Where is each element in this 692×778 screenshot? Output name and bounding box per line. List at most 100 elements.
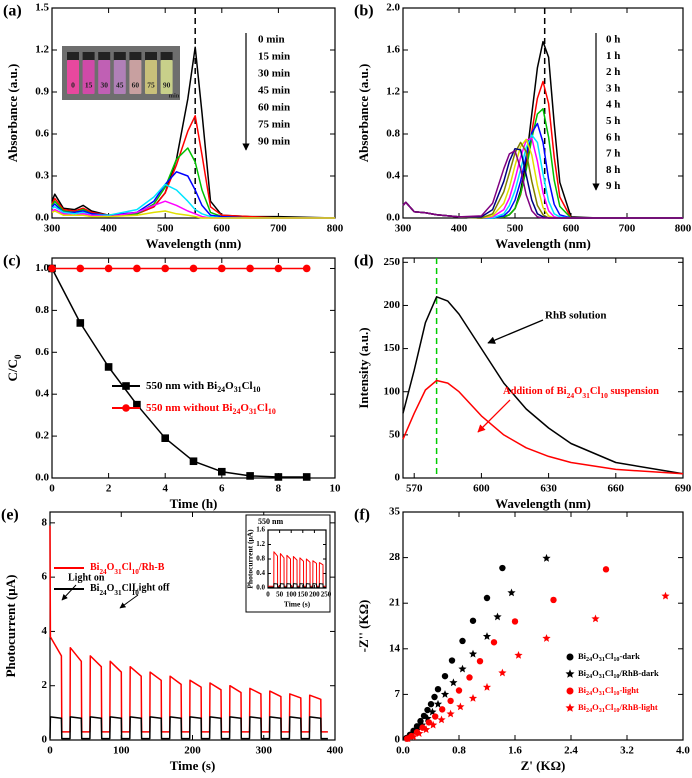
text-run: O <box>225 380 234 392</box>
marker-star <box>437 715 446 724</box>
x-axis-label: Time (s) <box>284 600 311 609</box>
marker-square <box>246 472 254 480</box>
text-run: 10 <box>613 657 619 663</box>
y-tick-label: 28 <box>389 551 401 563</box>
legend-label: Bi24O31Cl10/Rh-B <box>90 562 165 575</box>
text-run: Bi <box>90 583 100 594</box>
y-tick-label: 35 <box>389 506 401 518</box>
marker-star <box>482 632 492 640</box>
x-tick-label: 690 <box>675 483 692 495</box>
x-tick-label: 2.4 <box>564 745 578 757</box>
marker-circle <box>441 672 449 680</box>
legend-label: Bi24O31Cl10-light <box>578 685 639 697</box>
x-axis-label: Wavelength (nm) <box>146 236 242 251</box>
series-line <box>268 551 326 587</box>
x-tick-label: 600 <box>563 223 580 235</box>
vial <box>82 60 95 94</box>
marker-star <box>429 720 438 729</box>
vial-unit: min <box>169 92 180 99</box>
y-tick-label: 0.4 <box>386 170 400 182</box>
y-tick-label: 0.2 <box>35 430 49 442</box>
panel-label: (d) <box>354 253 374 270</box>
y-axis-label: -Z'' (KΩ) <box>356 600 371 653</box>
text-run: Bi <box>578 685 587 695</box>
plot-frame <box>51 257 336 479</box>
text-run: 31 <box>599 674 605 680</box>
text-run: O <box>107 562 115 573</box>
marker-square <box>104 363 113 371</box>
text-run: Cl <box>590 386 601 397</box>
legend-label: 2 h <box>606 66 620 78</box>
x-axis-label: Wavelength (nm) <box>495 496 591 511</box>
x-tick-label: 0 <box>47 745 53 757</box>
text-run: 31 <box>599 708 605 714</box>
annotation-arrow <box>119 594 139 609</box>
legend-label: 5 h <box>606 115 620 127</box>
marker-star <box>661 591 670 600</box>
marker-circle <box>302 264 311 273</box>
marker-star <box>482 682 492 691</box>
y-tick-label: 0.9 <box>35 86 49 98</box>
legend-label: 9 h <box>606 180 620 192</box>
annotation: Light on <box>68 572 105 583</box>
marker-circle <box>274 264 283 273</box>
vial <box>113 60 126 94</box>
text-run: 31 <box>599 691 605 697</box>
marker-circle <box>511 618 519 625</box>
marker-circle <box>447 697 454 705</box>
y-tick-label: 2 <box>42 679 48 691</box>
y-tick-label: 1.5 <box>35 2 49 14</box>
x-tick-label: 800 <box>675 223 692 235</box>
series-line <box>51 268 307 478</box>
marker-star <box>542 634 551 642</box>
y-tick-label: 7 <box>395 688 401 700</box>
text-run: 31 <box>234 385 242 394</box>
legend-label: 550 nm without Bi24O31Cl10 <box>146 402 276 417</box>
marker-circle <box>431 693 438 701</box>
y-tick-label: 14 <box>389 642 401 654</box>
x-tick-label: 4 <box>162 483 168 495</box>
marker-star <box>565 669 575 678</box>
series-line <box>402 296 684 475</box>
marker-star <box>433 699 443 708</box>
marker-circle <box>133 264 141 273</box>
text-run: 31 <box>114 568 122 576</box>
text-run: Cl <box>605 685 614 695</box>
y-tick-label: 0.0 <box>35 212 49 224</box>
y-tick-label: 1.0 <box>35 262 49 274</box>
vial-cap <box>82 52 95 60</box>
marker-circle <box>566 687 574 695</box>
text-run: 24 <box>99 568 107 576</box>
x-tick-label: 800 <box>327 223 344 235</box>
legend-label: Bi24O31Cl10/RhB-light <box>578 702 658 714</box>
text-run: O <box>592 702 599 712</box>
legend-label: 75 min <box>258 119 290 131</box>
text-run: 24 <box>586 708 592 714</box>
vial-cap <box>113 52 126 60</box>
y-tick-label: 0.4 <box>256 569 265 577</box>
text-run: Cl <box>605 668 614 678</box>
plot-frame <box>51 7 336 219</box>
x-tick-label: 570 <box>406 483 423 495</box>
text-run: Cl <box>122 562 132 573</box>
x-tick-label: 500 <box>507 223 524 235</box>
y-tick-label: 0.0 <box>386 212 400 224</box>
y-tick-label: 21 <box>389 597 400 609</box>
text-run: /RhB-dark <box>618 668 658 678</box>
text-run: Cl <box>122 583 132 594</box>
marker-square <box>122 382 130 390</box>
annotation: Light off <box>132 582 170 593</box>
marker-star <box>458 664 467 673</box>
marker-square <box>218 467 226 476</box>
text-run: 10 <box>613 708 619 714</box>
text-run: -dark <box>619 651 640 661</box>
marker-circle <box>218 264 226 273</box>
legend-label: 3 h <box>606 82 620 94</box>
text-run: Cl <box>257 402 268 414</box>
y-tick-label: 2.0 <box>386 2 400 14</box>
marker-circle <box>427 700 435 708</box>
x-axis-label: Time (s) <box>170 758 216 773</box>
text-run: nm without Bi <box>163 402 233 414</box>
